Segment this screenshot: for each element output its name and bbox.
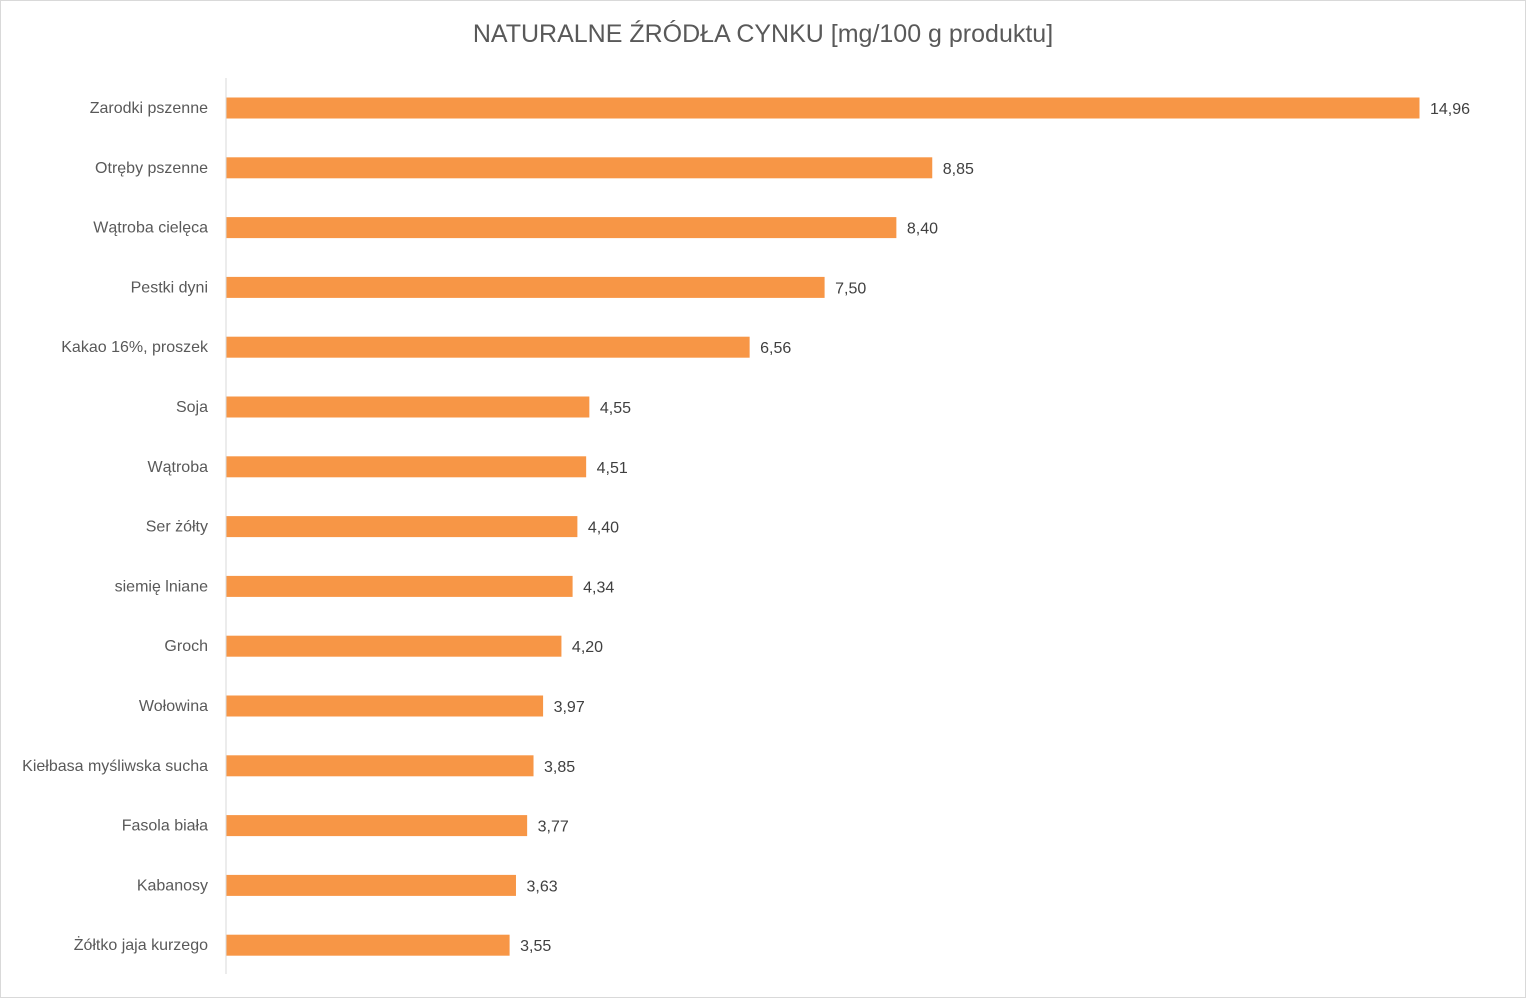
bar (226, 276, 825, 298)
bar (226, 516, 578, 538)
category-label: Groch (164, 638, 208, 655)
category-label: Zarodki pszenne (90, 100, 208, 117)
bar (226, 336, 750, 358)
data-label: 8,85 (943, 161, 974, 178)
bars-group: Zarodki pszenne 14,96 Otręby pszenne 8,85 Wą… (22, 97, 1470, 956)
data-label: 4,40 (588, 520, 619, 537)
data-label: 4,55 (600, 400, 631, 417)
bar (226, 97, 1420, 119)
data-label: 6,56 (760, 340, 791, 357)
category-label: Żółtko jaja kurzego (74, 935, 208, 954)
bar (226, 635, 562, 657)
category-label: Otręby pszenne (95, 160, 208, 177)
data-label: 3,63 (526, 878, 557, 895)
bar (226, 695, 544, 717)
chart-title: NATURALNE ŹRÓDŁA CYNKU [mg/100 g produkt… (472, 20, 1054, 48)
data-label: 7,50 (835, 280, 866, 297)
bar (226, 396, 590, 418)
bar (226, 815, 528, 837)
bar (226, 755, 534, 777)
bar (226, 934, 510, 956)
bar (226, 456, 587, 478)
category-label: Wątroba cielęca (93, 220, 208, 237)
bar (226, 157, 933, 179)
category-label: siemię lniane (115, 578, 208, 595)
data-label: 3,97 (554, 699, 585, 716)
data-label: 3,55 (520, 938, 551, 955)
data-label: 3,77 (538, 819, 569, 836)
category-label: Pestki dyni (131, 279, 208, 296)
data-label: 14,96 (1430, 101, 1470, 118)
category-label: Soja (176, 399, 208, 416)
data-label: 4,51 (597, 460, 628, 477)
bar (226, 874, 516, 896)
data-label: 3,85 (544, 759, 575, 776)
category-label: Kakao 16%, proszek (61, 339, 209, 356)
bar (226, 575, 573, 597)
data-label: 4,20 (572, 639, 603, 656)
bar (226, 217, 897, 239)
category-label: Kiełbasa myśliwska sucha (22, 758, 208, 775)
data-label: 8,40 (907, 221, 938, 238)
category-label: Ser żółty (146, 519, 208, 536)
category-label: Kabanosy (137, 877, 208, 894)
category-label: Fasola biała (122, 818, 208, 835)
category-label: Wołowina (139, 698, 208, 715)
category-label: Wątroba (148, 459, 209, 476)
data-label: 4,34 (583, 579, 614, 596)
